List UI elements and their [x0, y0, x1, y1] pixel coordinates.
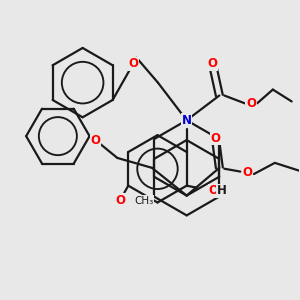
- Text: O: O: [208, 184, 218, 197]
- Text: O: O: [210, 132, 220, 145]
- Text: O: O: [128, 57, 138, 70]
- Text: O: O: [242, 166, 252, 179]
- Text: CH₃: CH₃: [134, 196, 154, 206]
- Text: O: O: [91, 134, 100, 147]
- Text: O: O: [246, 97, 256, 110]
- Text: N: N: [182, 114, 192, 127]
- Text: O: O: [116, 194, 125, 207]
- Text: O: O: [207, 57, 218, 70]
- Text: H: H: [216, 184, 226, 197]
